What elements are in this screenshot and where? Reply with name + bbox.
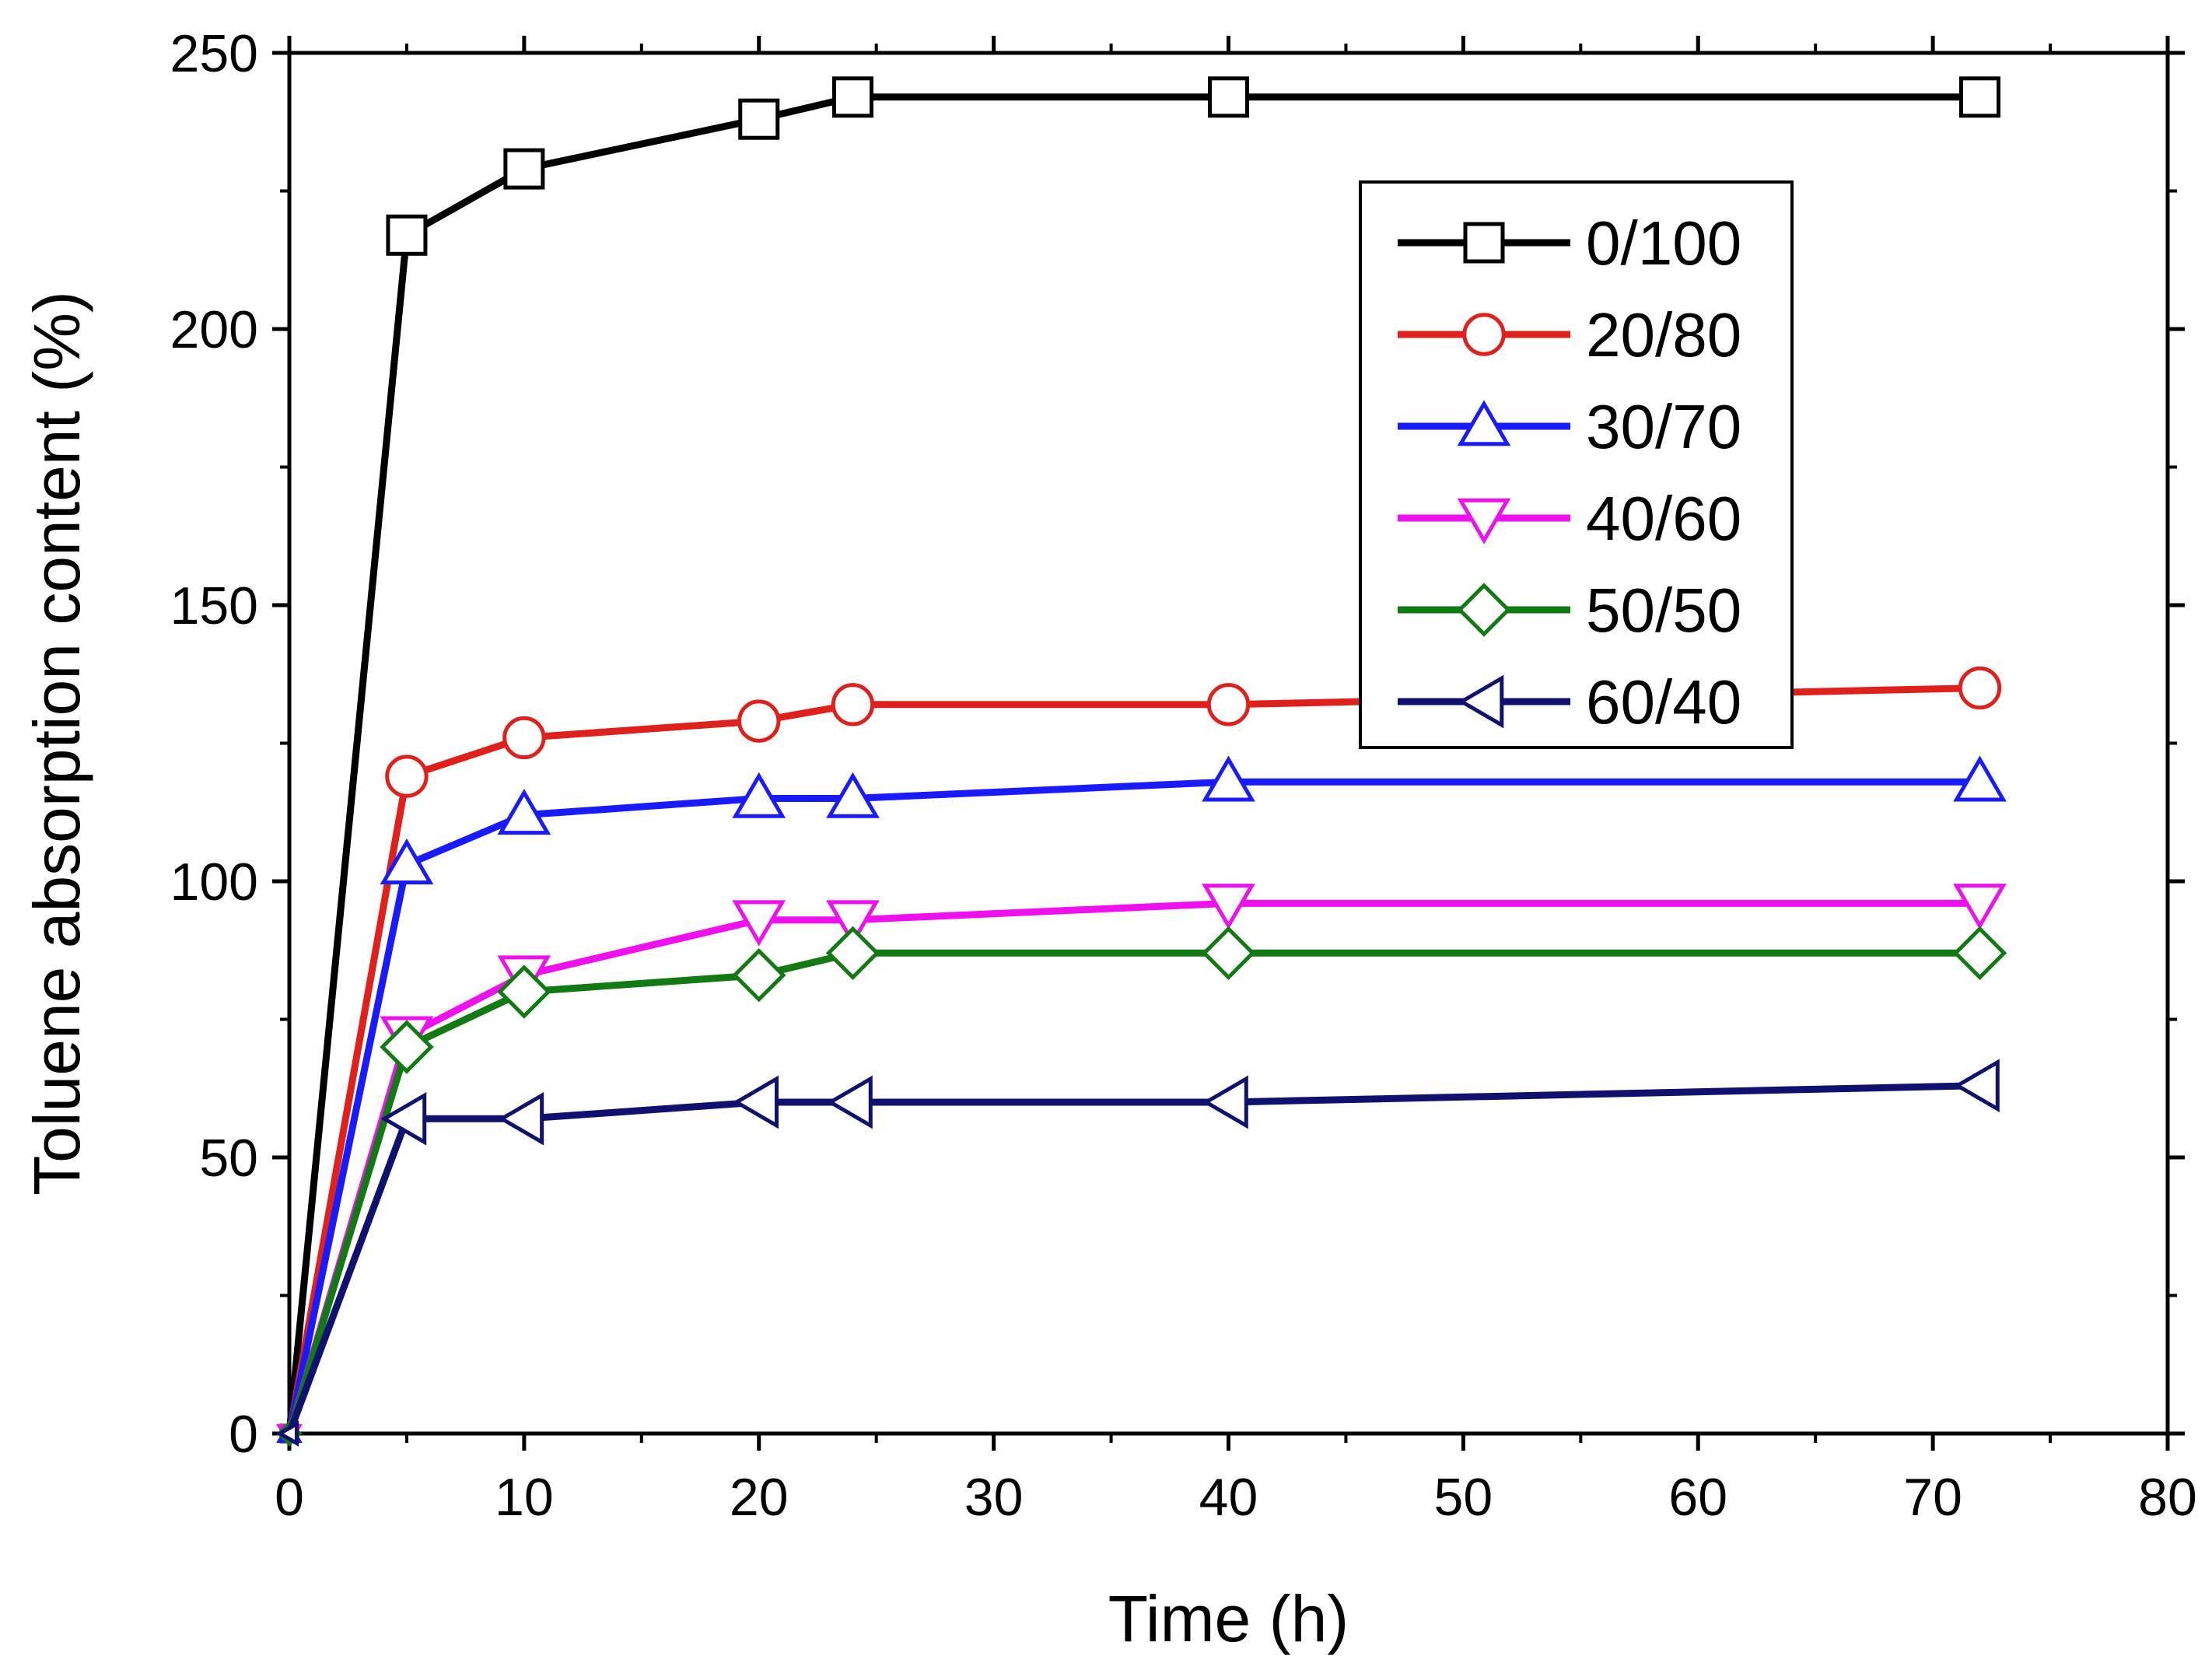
axis-ticks: 0 10 20 30 40 50 60 70 80 0 50 100 150 200 250	[170, 24, 2197, 1527]
legend-item: 30/70	[1398, 392, 1741, 461]
data-point-marker	[732, 1075, 779, 1129]
data-point-marker	[276, 1420, 299, 1447]
x-tick-label: 70	[1903, 1468, 1962, 1527]
data-point-marker	[1201, 926, 1256, 981]
data-point-marker	[1953, 755, 2007, 802]
legend: 0/100 20/80 30/70 40/60 50/50 60/40	[1359, 180, 1794, 749]
legend-marker-swatch	[1457, 400, 1511, 446]
data-point-marker	[498, 1091, 544, 1146]
data-point-marker	[738, 98, 780, 140]
legend-item: 0/100	[1398, 208, 1741, 278]
legend-item: 20/80	[1398, 300, 1741, 369]
legend-marker-swatch	[1463, 222, 1505, 264]
legend-label: 60/40	[1586, 667, 1741, 737]
data-point-marker	[1208, 76, 1249, 118]
y-tick-label: 50	[199, 1129, 258, 1188]
data-point-marker	[503, 148, 545, 190]
series-50-50	[276, 926, 2007, 1447]
data-point-marker	[1206, 683, 1251, 726]
data-point-marker	[1958, 666, 2002, 710]
x-tick-label: 80	[2138, 1468, 2197, 1527]
data-point-marker	[831, 683, 875, 726]
legend-marker-swatch	[1457, 498, 1511, 544]
data-point-marker	[1202, 755, 1255, 802]
legend-label: 20/80	[1586, 300, 1741, 369]
data-point-marker	[1959, 76, 2000, 118]
x-axis-title: Time (h)	[1108, 1582, 1349, 1655]
data-point-marker	[1953, 884, 2007, 930]
legend-marker-swatch	[1458, 674, 1504, 729]
x-tick-label: 0	[275, 1468, 304, 1527]
y-tick-label: 200	[170, 300, 258, 359]
data-point-marker	[380, 1091, 427, 1146]
data-point-marker	[732, 900, 786, 947]
x-tick-label: 20	[730, 1468, 789, 1527]
series-20-80	[279, 666, 2002, 1444]
series-60-40	[276, 1059, 2000, 1447]
y-tick-label: 100	[170, 853, 258, 912]
legend-marker-swatch	[1462, 313, 1506, 356]
data-point-marker	[732, 772, 786, 818]
data-point-marker	[825, 926, 880, 981]
legend-label: 40/60	[1586, 484, 1741, 553]
data-point-marker	[1952, 926, 2007, 981]
y-axis-title: Toluene absorption content (%)	[20, 291, 93, 1196]
data-point-marker	[1202, 1075, 1248, 1129]
legend-label: 0/100	[1586, 208, 1741, 278]
data-point-marker	[832, 76, 873, 118]
data-point-marker	[737, 699, 781, 743]
legend-item: 40/60	[1398, 484, 1741, 553]
x-tick-label: 60	[1668, 1468, 1727, 1527]
series-0-100	[279, 76, 2000, 1444]
x-tick-label: 10	[495, 1468, 554, 1527]
data-point-marker	[1202, 884, 1255, 930]
data-point-marker	[385, 754, 429, 798]
data-point-marker	[826, 1075, 873, 1129]
data-point-marker	[380, 1020, 434, 1074]
legend-item: 50/50	[1398, 576, 1741, 645]
y-tick-label: 250	[170, 24, 258, 83]
x-tick-label: 50	[1434, 1468, 1493, 1527]
y-tick-label: 150	[170, 576, 258, 635]
data-point-marker	[386, 214, 428, 256]
x-tick-label: 40	[1199, 1468, 1258, 1527]
data-point-marker	[1953, 1059, 2000, 1113]
legend-item: 60/40	[1398, 667, 1741, 737]
legend-box	[1359, 180, 1794, 749]
series-group	[276, 76, 2007, 1447]
data-point-marker	[497, 789, 551, 835]
data-point-marker	[826, 772, 880, 818]
data-point-marker	[826, 900, 880, 947]
legend-label: 30/70	[1586, 392, 1741, 461]
legend-label: 50/50	[1586, 576, 1741, 645]
data-point-marker	[497, 965, 551, 1019]
x-tick-label: 30	[964, 1468, 1024, 1527]
series-30-70	[276, 755, 2007, 1443]
y-tick-label: 0	[229, 1405, 258, 1464]
data-point-marker	[732, 947, 786, 1003]
legend-marker-swatch	[1457, 583, 1511, 637]
data-point-marker	[502, 716, 546, 760]
data-point-marker	[380, 838, 434, 884]
